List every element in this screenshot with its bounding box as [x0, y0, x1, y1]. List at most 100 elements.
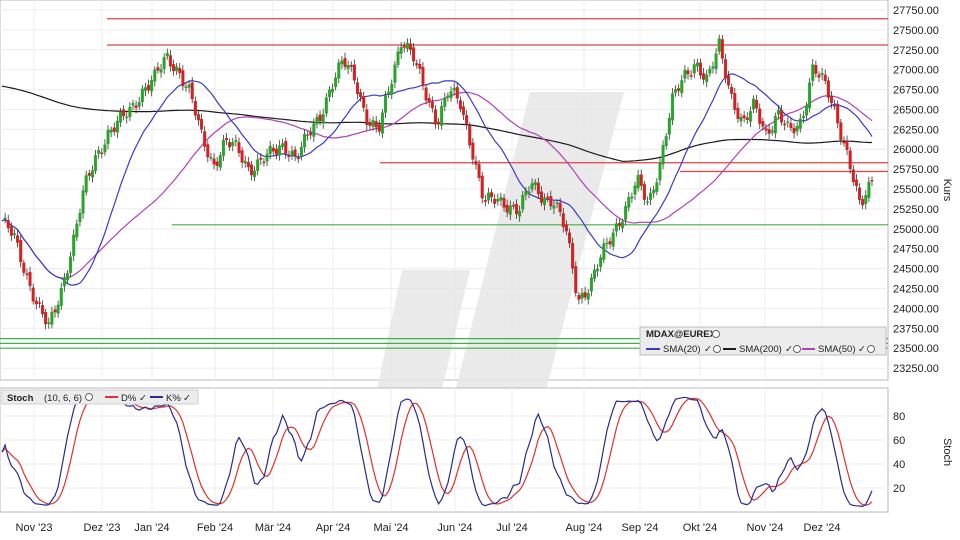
candle-body — [449, 91, 453, 99]
price-tick-label: 25250.00 — [893, 204, 939, 216]
candle-body — [147, 84, 151, 91]
candle-body — [539, 191, 543, 203]
candle-body — [62, 277, 66, 287]
price-tick-label: 26750.00 — [893, 85, 939, 97]
x-tick-label: Feb '24 — [197, 522, 233, 534]
candle-body — [262, 161, 266, 164]
candle-body — [53, 309, 57, 313]
candle-body — [122, 109, 126, 117]
candle-body — [621, 221, 625, 229]
candle-body — [599, 257, 603, 267]
candle-body — [115, 120, 119, 133]
candle-body — [327, 89, 331, 97]
candle-body — [440, 105, 444, 126]
sma200-path — [1, 85, 872, 162]
price-tick-label: 24500.00 — [893, 264, 939, 276]
sma50-path — [1, 91, 873, 279]
candle-body — [829, 95, 833, 104]
candle-body — [246, 162, 250, 168]
candle-body — [642, 184, 646, 200]
candle-body — [143, 87, 147, 92]
candle-body — [795, 125, 799, 132]
candle-body — [50, 311, 54, 325]
x-tick-label: Apr '24 — [316, 522, 351, 534]
candle-body — [109, 129, 113, 133]
candle-body — [552, 205, 556, 209]
candle-body — [708, 68, 712, 74]
candle-body — [502, 197, 506, 208]
candle-body — [371, 120, 375, 127]
x-tick-label: Aug '24 — [566, 522, 603, 534]
candle-body — [854, 179, 858, 187]
check-icon[interactable]: ✓ — [785, 344, 793, 355]
instrument-settings-icon[interactable] — [712, 330, 720, 338]
candle-body — [25, 273, 29, 275]
candle-body — [674, 89, 678, 93]
candle-body — [218, 155, 222, 168]
candle-body — [639, 174, 643, 186]
candle-body — [867, 181, 871, 198]
stoch-params: (10, 6, 6) — [44, 393, 82, 404]
candle-body — [399, 47, 403, 54]
check-icon[interactable]: ✓ — [858, 344, 866, 355]
candle-body — [390, 83, 394, 95]
candle-body — [798, 118, 802, 129]
candle-body — [228, 142, 232, 148]
candle-body — [851, 169, 855, 183]
candle-body — [490, 192, 494, 198]
candle-body — [549, 196, 553, 207]
candle-body — [296, 157, 300, 160]
candle-body — [140, 88, 144, 103]
check-icon[interactable]: ✓ — [183, 393, 191, 404]
candle-body — [97, 150, 101, 154]
candle-body — [187, 84, 191, 88]
candle-body — [758, 108, 762, 124]
candle-body — [19, 240, 23, 263]
candle-body — [468, 125, 472, 146]
sma50-line — [1, 91, 873, 279]
candle-body — [175, 66, 179, 72]
candle-body — [705, 74, 709, 83]
legend-k: K% — [166, 393, 181, 404]
candle-body — [496, 199, 500, 202]
sma20-settings-icon[interactable] — [713, 345, 721, 353]
candle-body — [340, 60, 344, 65]
candle-body — [368, 122, 372, 126]
candle-body — [234, 139, 238, 142]
candle-body — [418, 64, 422, 69]
candle-body — [75, 223, 79, 238]
candle-body — [583, 292, 587, 298]
x-tick-label: Mär '24 — [255, 522, 291, 534]
candle-body — [284, 141, 288, 154]
x-tick-label: Nov '24 — [747, 522, 784, 534]
sma200-settings-icon[interactable] — [793, 345, 801, 353]
candle-body — [720, 39, 724, 59]
candle-body — [574, 266, 578, 294]
candle-body — [845, 140, 849, 151]
candle-body — [237, 142, 241, 154]
x-tick-label: Nov '23 — [16, 522, 53, 534]
price-tick-label: 23250.00 — [893, 363, 939, 375]
candle-body — [402, 44, 406, 48]
candle-body — [190, 82, 194, 100]
check-icon[interactable]: ✓ — [139, 393, 147, 404]
candle-body — [586, 293, 590, 300]
stoch-settings-icon[interactable] — [85, 393, 93, 401]
sma50-settings-icon[interactable] — [867, 345, 875, 353]
candle-body — [408, 43, 412, 50]
candle-body — [801, 116, 805, 118]
candle-body — [437, 121, 441, 125]
candle-body — [833, 105, 837, 107]
candle-body — [387, 91, 391, 95]
candle-body — [69, 256, 73, 273]
candle-body — [742, 115, 746, 119]
stoch-k-line — [1, 395, 873, 508]
candle-body — [153, 69, 157, 82]
candle-body — [645, 201, 649, 203]
candle-body — [589, 277, 593, 292]
candle-body — [103, 144, 107, 153]
candle-body — [281, 143, 285, 147]
check-icon[interactable]: ✓ — [704, 344, 712, 355]
stoch-y-axis-label: Stoch — [941, 438, 953, 466]
